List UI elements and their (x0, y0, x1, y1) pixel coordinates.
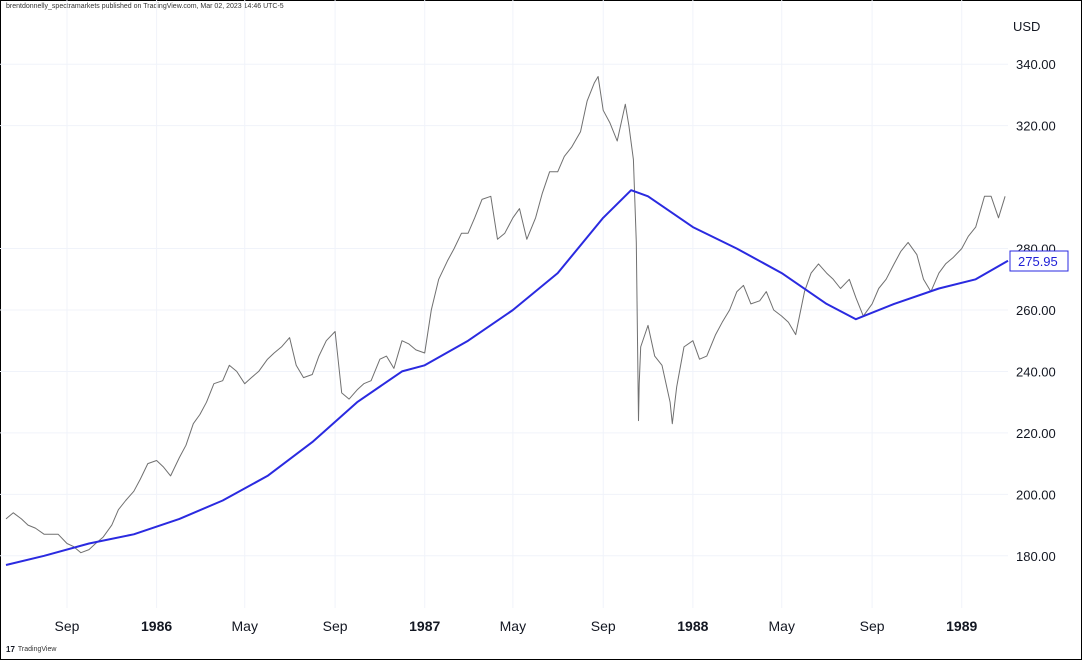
tradingview-brand[interactable]: 17 TradingView (6, 645, 56, 654)
x-tick-label: 1989 (946, 618, 977, 634)
y-tick-label: 180.00 (1016, 549, 1056, 564)
tradingview-logo-icon: 17 (6, 645, 15, 654)
brand-text: TradingView (17, 646, 57, 653)
x-tick-label: 1987 (409, 618, 440, 634)
x-tick-label: 1986 (141, 618, 172, 634)
x-tick-label: Sep (323, 618, 348, 634)
y-tick-label: 320.00 (1016, 119, 1056, 134)
currency-label: USD (1013, 19, 1040, 34)
y-tick-label: 200.00 (1016, 487, 1056, 502)
last-value-box (1009, 250, 1069, 272)
price-series-line (5, 76, 1006, 554)
x-tick-label: 1988 (677, 618, 708, 634)
x-tick-label: Sep (860, 618, 885, 634)
last-value-label: 275.95 (1009, 250, 1069, 272)
series-layer (5, 76, 1009, 566)
y-tick-label: 220.00 (1016, 426, 1056, 441)
last-value-text: 275.95 (1018, 254, 1058, 269)
x-axis[interactable]: Sep 1986 May Sep 1987 May Sep 1988 May Sep 1989 (55, 618, 978, 634)
x-tick-label: Sep (55, 618, 80, 634)
x-tick-label: May (769, 618, 795, 634)
y-tick-label: 340.00 (1016, 57, 1056, 72)
x-tick-label: Sep (591, 618, 616, 634)
moving-average-line (5, 189, 1009, 566)
y-tick-label: 240.00 (1016, 364, 1056, 379)
publish-note: brentdonnelly_spectramarkets published o… (6, 3, 284, 10)
x-tick-label: May (232, 618, 258, 634)
y-axis[interactable]: USD 180.00200.00220.00240.00260.00280.00… (1013, 19, 1056, 564)
grid (0, 0, 1008, 608)
x-tick-label: May (500, 618, 526, 634)
y-tick-label: 260.00 (1016, 303, 1056, 318)
